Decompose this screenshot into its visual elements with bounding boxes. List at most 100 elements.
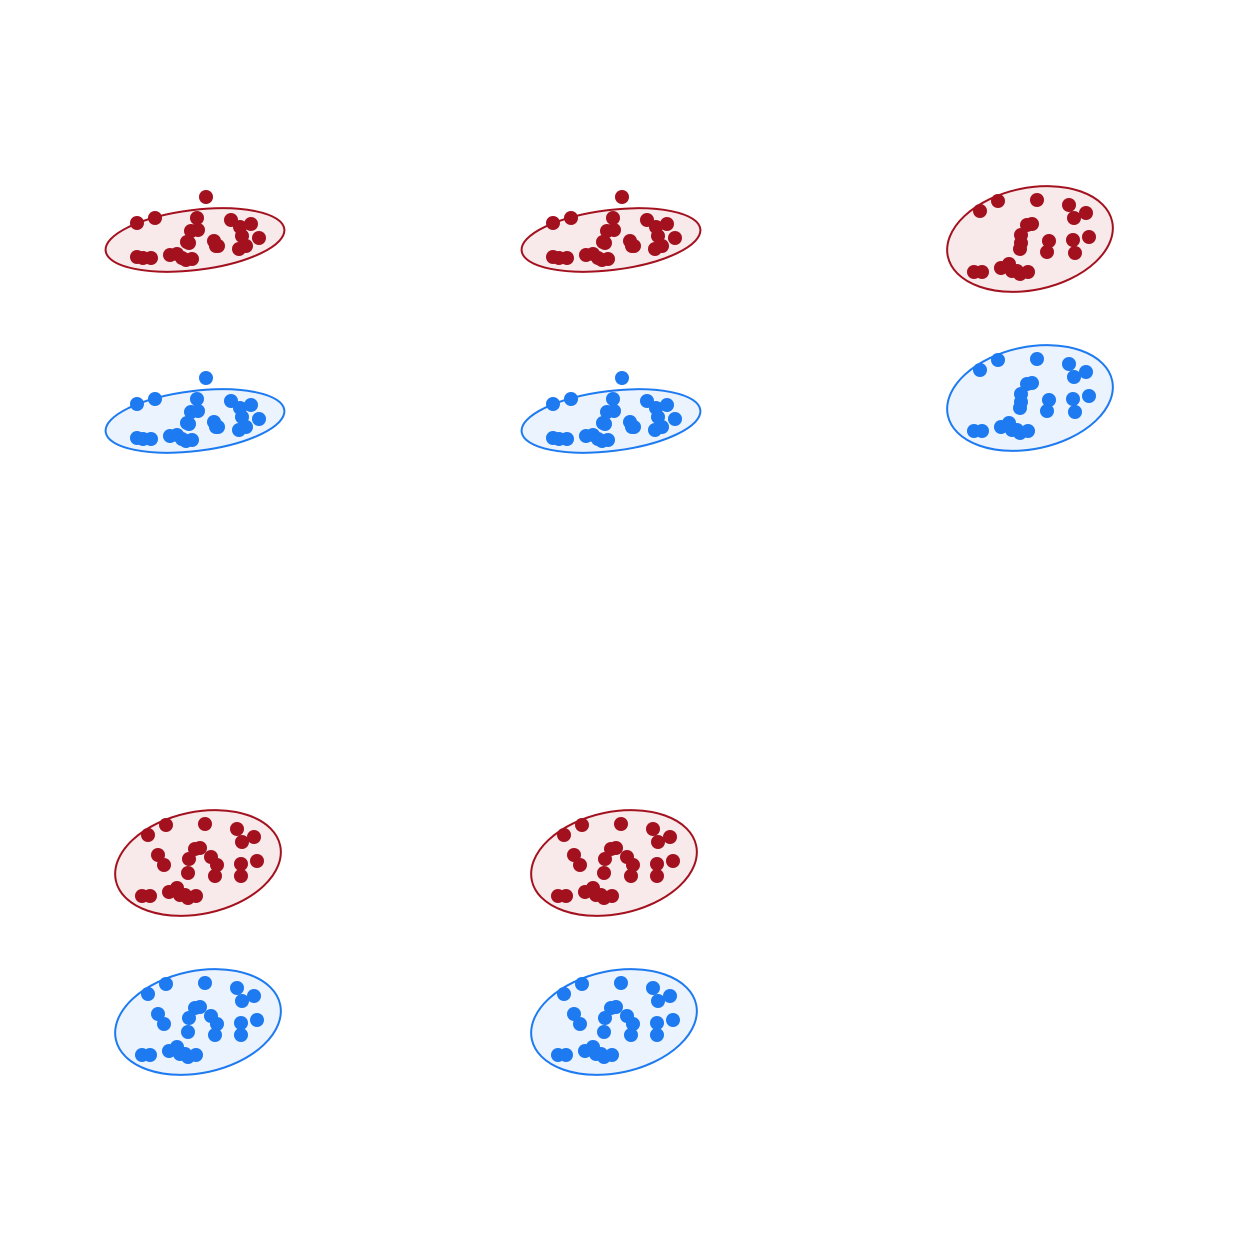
red-data-point — [601, 252, 615, 266]
blue-data-point — [189, 1048, 203, 1062]
blue-data-point — [546, 397, 560, 411]
red-data-point — [627, 239, 641, 253]
blue-data-point — [668, 412, 682, 426]
red-data-point — [991, 194, 1005, 208]
red-data-point — [564, 211, 578, 225]
blue-data-point — [627, 420, 641, 434]
red-data-point — [598, 236, 612, 250]
red-data-point — [144, 251, 158, 265]
blue-data-point — [975, 424, 989, 438]
panel-bottom-left — [114, 809, 282, 1076]
red-data-point — [1025, 217, 1039, 231]
blue-data-point — [190, 392, 204, 406]
blue-data-point — [1010, 423, 1024, 437]
red-data-point — [607, 223, 621, 237]
blue-data-point — [663, 989, 677, 1003]
blue-data-point — [230, 981, 244, 995]
red-data-point — [646, 822, 660, 836]
blue-data-point — [1021, 424, 1035, 438]
blue-cluster — [946, 344, 1114, 452]
red-data-point — [598, 852, 612, 866]
blue-data-point — [620, 1009, 634, 1023]
blue-data-point — [151, 1007, 165, 1021]
blue-data-point — [615, 371, 629, 385]
blue-data-point — [252, 412, 266, 426]
red-data-point — [189, 889, 203, 903]
red-data-point — [1042, 234, 1056, 248]
red-data-point — [668, 231, 682, 245]
red-data-point — [232, 242, 246, 256]
blue-data-point — [594, 1047, 608, 1061]
red-data-point — [1014, 236, 1028, 250]
blue-data-point — [208, 1028, 222, 1042]
blue-data-point — [1066, 392, 1080, 406]
red-data-point — [594, 888, 608, 902]
red-data-point — [1068, 246, 1082, 260]
red-data-point — [234, 857, 248, 871]
red-data-point — [609, 841, 623, 855]
red-data-point — [252, 231, 266, 245]
blue-cluster — [530, 968, 698, 1076]
blue-data-point — [564, 392, 578, 406]
blue-data-point — [1082, 389, 1096, 403]
red-cluster — [104, 190, 286, 273]
red-data-point — [208, 869, 222, 883]
blue-data-point — [148, 392, 162, 406]
blue-data-point — [567, 1007, 581, 1021]
red-data-point — [247, 830, 261, 844]
blue-data-point — [204, 1009, 218, 1023]
blue-data-point — [178, 1047, 192, 1061]
red-data-point — [1021, 265, 1035, 279]
red-data-point — [178, 888, 192, 902]
blue-cluster — [114, 968, 282, 1076]
blue-data-point — [646, 981, 660, 995]
red-data-point — [1030, 193, 1044, 207]
blue-data-point — [614, 976, 628, 990]
panel-top-right — [946, 185, 1114, 452]
red-data-point — [557, 828, 571, 842]
red-data-point — [1079, 206, 1093, 220]
blue-data-point — [1042, 393, 1056, 407]
red-data-point — [130, 216, 144, 230]
red-cluster — [530, 809, 698, 917]
red-data-point — [235, 835, 249, 849]
red-cluster — [114, 809, 282, 917]
red-data-point — [606, 211, 620, 225]
blue-data-point — [666, 1013, 680, 1027]
blue-data-point — [598, 1011, 612, 1025]
blue-data-point — [143, 1048, 157, 1062]
blue-data-point — [648, 423, 662, 437]
blue-data-point — [601, 433, 615, 447]
red-data-point — [1082, 230, 1096, 244]
blue-data-point — [606, 392, 620, 406]
red-data-point — [975, 265, 989, 279]
blue-data-point — [1040, 404, 1054, 418]
red-data-point — [1066, 233, 1080, 247]
blue-data-point — [1030, 352, 1044, 366]
blue-data-point — [250, 1013, 264, 1027]
red-data-point — [546, 216, 560, 230]
blue-data-point — [575, 977, 589, 991]
red-data-point — [650, 857, 664, 871]
blue-data-point — [199, 371, 213, 385]
blue-data-point — [181, 1025, 195, 1039]
blue-data-point — [159, 977, 173, 991]
red-data-point — [597, 866, 611, 880]
blue-data-point — [607, 404, 621, 418]
blue-data-point — [232, 423, 246, 437]
red-data-point — [1062, 198, 1076, 212]
red-data-point — [560, 251, 574, 265]
blue-data-point — [651, 994, 665, 1008]
red-cluster — [946, 185, 1114, 293]
blue-cluster — [520, 371, 702, 454]
red-data-point — [204, 850, 218, 864]
blue-data-point — [609, 1000, 623, 1014]
red-data-point — [567, 848, 581, 862]
blue-data-point — [211, 420, 225, 434]
blue-data-point — [1025, 376, 1039, 390]
red-data-point — [244, 217, 258, 231]
red-data-point — [973, 204, 987, 218]
red-data-point — [141, 828, 155, 842]
blue-data-point — [559, 1048, 573, 1062]
